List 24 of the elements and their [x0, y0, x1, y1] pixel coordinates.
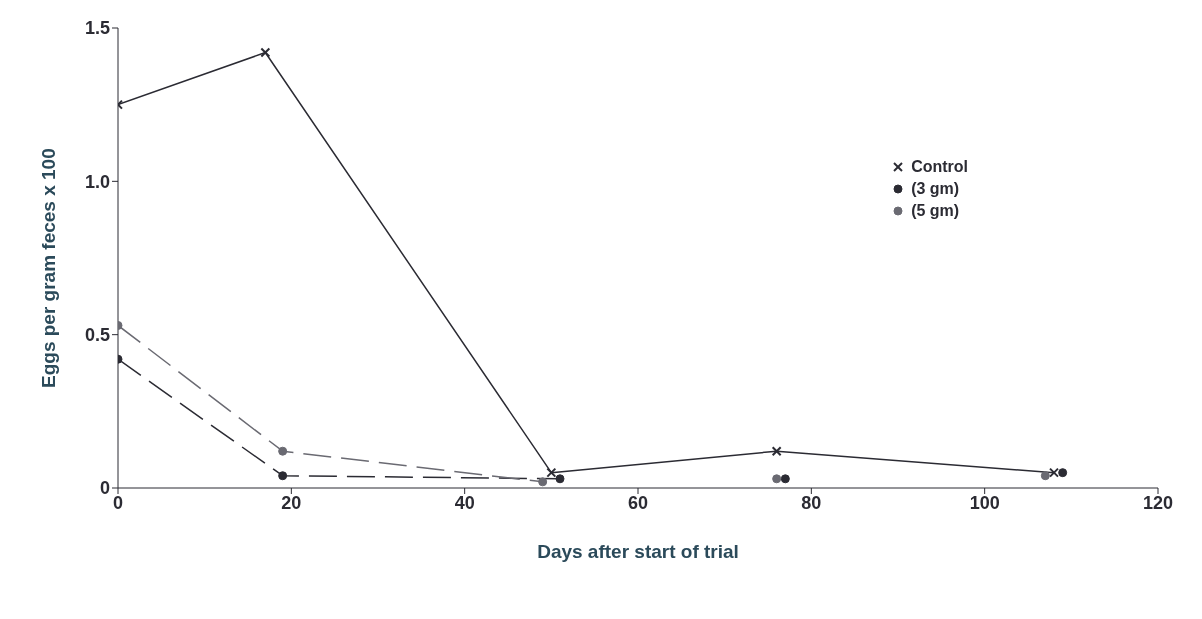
x-tick-label: 0 [112, 492, 124, 513]
y-tick-label: 0 [99, 478, 110, 499]
x-tick-label: 100 [969, 492, 1000, 513]
point [1040, 471, 1050, 481]
legend-label: Control [911, 158, 968, 176]
x-tick-label: 60 [627, 492, 649, 513]
point [780, 474, 790, 484]
point [278, 446, 288, 456]
legend-label: (5 gm) [911, 202, 960, 220]
point [772, 474, 782, 484]
legend-label: (3 gm) [911, 180, 960, 198]
x-tick-label: 120 [1142, 492, 1174, 513]
x-axis-title: Days after start of trial [537, 541, 739, 562]
y-tick-label: 0.5 [84, 325, 110, 346]
point [555, 474, 565, 484]
y-tick-label: 1.5 [84, 18, 110, 39]
point [538, 477, 548, 487]
x-tick-label: 40 [454, 492, 475, 513]
x-tick-label: 80 [801, 492, 822, 513]
x-tick-label: 20 [281, 492, 302, 513]
y-tick-label: 1.0 [84, 171, 110, 192]
point [1058, 468, 1068, 478]
y-axis-title: Eggs per gram feces x 100 [37, 148, 59, 388]
point [278, 471, 288, 481]
